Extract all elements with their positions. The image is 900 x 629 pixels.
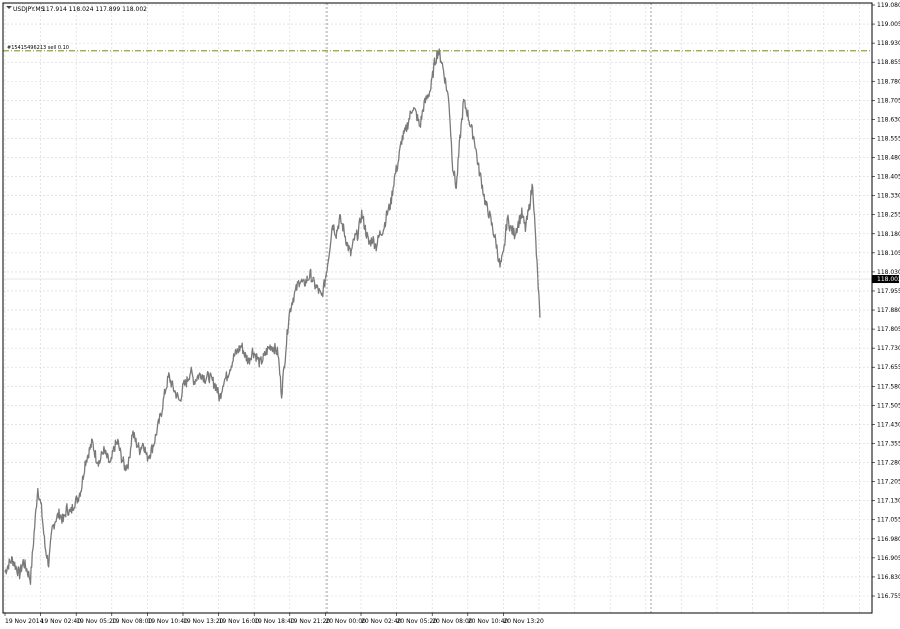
- price-tick-label: 117.580: [877, 383, 900, 390]
- time-tick-label: 19 Nov 05:20: [76, 618, 117, 625]
- time-tick-label: 20 Nov 10:40: [468, 618, 509, 625]
- time-tick-label: 19 Nov 08:00: [112, 618, 153, 625]
- price-tick-label: 117.430: [877, 421, 900, 428]
- price-tick-label: 117.805: [877, 326, 900, 333]
- session-separators: [326, 3, 652, 613]
- current-price-label: 118.002: [877, 276, 900, 283]
- price-tick-label: 117.505: [877, 402, 900, 409]
- price-line: [4, 48, 541, 585]
- price-tick-label: 118.630: [877, 116, 900, 123]
- price-series: [3, 48, 872, 585]
- time-tick-label: 20 Nov 00:00: [325, 618, 366, 625]
- price-tick-label: 119.005: [877, 21, 900, 28]
- price-tick-label: 117.280: [877, 460, 900, 467]
- price-tick-label: 116.755: [877, 593, 900, 600]
- symbol-title: USDJPY.MS: [13, 6, 45, 13]
- ohlc-readout: 117.914 118.024 117.899 118.002: [42, 6, 147, 13]
- price-tick-label: 118.930: [877, 40, 900, 47]
- price-tick-label: 117.955: [877, 288, 900, 295]
- price-tick-label: 116.980: [877, 536, 900, 543]
- time-tick-label: 20 Nov 08:00: [432, 618, 473, 625]
- price-tick-label: 119.080: [877, 2, 900, 9]
- time-tick-label: 19 Nov 13:20: [183, 618, 224, 625]
- current-price-box: [872, 275, 899, 284]
- plot-frame: [2, 2, 873, 614]
- time-tick-label: 20 Nov 13:20: [503, 618, 544, 625]
- price-tick-label: 116.830: [877, 574, 900, 581]
- price-tick-label: 117.055: [877, 517, 900, 524]
- time-tick-label: 19 Nov 21:20: [290, 618, 331, 625]
- price-tick-label: 118.405: [877, 174, 900, 181]
- time-tick-label: 19 Nov 2014: [5, 618, 44, 625]
- time-tick-label: 20 Nov 02:40: [361, 618, 402, 625]
- price-tick-label: 118.180: [877, 231, 900, 238]
- price-tick-label: 117.205: [877, 479, 900, 486]
- price-tick-label: 118.030: [877, 269, 900, 276]
- price-tick-label: 118.855: [877, 59, 900, 66]
- time-tick-label: 19 Nov 18:40: [254, 618, 295, 625]
- price-tick-label: 117.130: [877, 498, 900, 505]
- pending-order-line[interactable]: #15415496213 sell 0.10: [3, 45, 872, 52]
- price-tick-label: 116.905: [877, 555, 900, 562]
- price-tick-label: 118.555: [877, 135, 900, 142]
- time-tick-label: 20 Nov 05:20: [397, 618, 438, 625]
- price-tick-label: 117.730: [877, 345, 900, 352]
- price-tick-label: 117.880: [877, 307, 900, 314]
- time-tick-label: 19 Nov 16:00: [219, 618, 260, 625]
- price-tick-label: 118.330: [877, 193, 900, 200]
- price-tick-label: 117.355: [877, 440, 900, 447]
- time-tick-label: 19 Nov 10:40: [147, 618, 188, 625]
- chart-header: USDJPY.MS 117.914 118.024 117.899 118.00…: [6, 6, 147, 13]
- order-label: #15415496213 sell 0.10: [7, 45, 69, 51]
- price-tick-label: 118.780: [877, 78, 900, 85]
- symbol-dropdown-icon[interactable]: [6, 6, 12, 9]
- price-tick-label: 117.655: [877, 364, 900, 371]
- price-tick-label: 118.480: [877, 155, 900, 162]
- price-axis: 119.080 119.005 118.930 118.855 118.780 118.7…: [872, 2, 900, 600]
- price-tick-label: 118.705: [877, 97, 900, 104]
- price-tick-label: 118.105: [877, 250, 900, 257]
- grid: [3, 3, 872, 613]
- price-tick-label: 118.255: [877, 212, 900, 219]
- time-tick-label: 19 Nov 02:40: [41, 618, 82, 625]
